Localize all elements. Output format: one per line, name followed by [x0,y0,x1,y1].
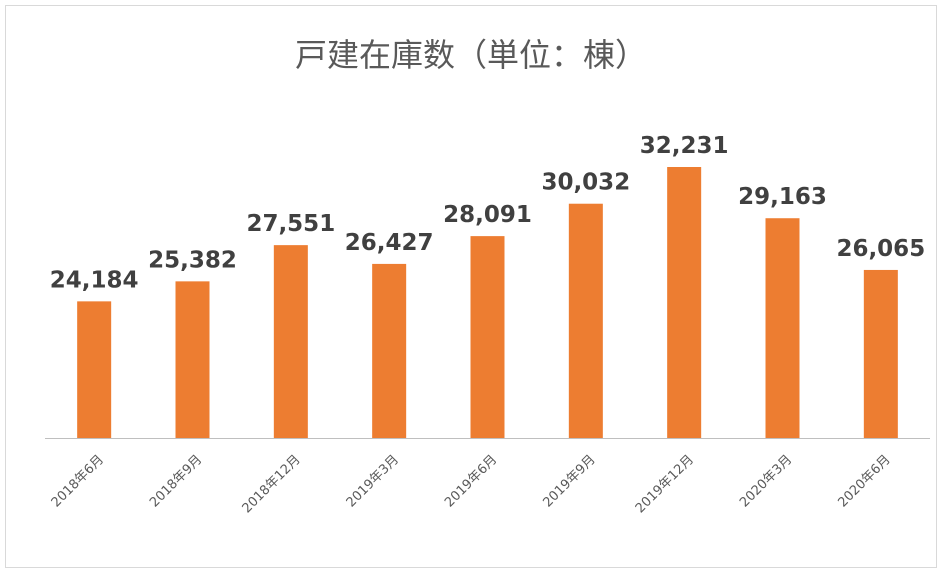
data-label-7: 32,231 [640,133,729,159]
x-tick-label-4: 2019年3月 [344,452,402,510]
data-label-4: 26,427 [345,230,434,256]
bar-6 [568,203,603,438]
bar-9 [863,269,898,438]
x-tick-label-5: 2019年6月 [442,452,500,510]
data-label-1: 24,184 [50,267,139,293]
data-label-9: 26,065 [836,236,925,262]
data-label-2: 25,382 [148,247,237,273]
x-tick-label-7: 2019年12月 [633,452,697,516]
bar-1 [77,301,112,438]
bar-4 [372,263,407,438]
data-label-5: 28,091 [443,202,532,228]
x-tick-label-2: 2018年9月 [147,452,205,510]
x-tick-label-8: 2020年3月 [737,452,795,510]
data-label-8: 29,163 [738,184,827,210]
bar-2 [175,281,210,438]
bar-7 [667,167,702,438]
bar-3 [273,245,308,438]
x-tick-label-1: 2018年6月 [49,452,107,510]
bar-5 [470,236,505,438]
x-tick-label-6: 2019年9月 [540,452,598,510]
data-label-3: 27,551 [246,211,335,237]
chart-title: 戸建在庫数（単位：棟） [294,36,647,74]
x-tick-label-9: 2020年6月 [835,452,893,510]
x-tick-label-3: 2018年12月 [240,452,304,516]
bar-8 [765,218,800,438]
data-label-6: 30,032 [541,170,630,196]
